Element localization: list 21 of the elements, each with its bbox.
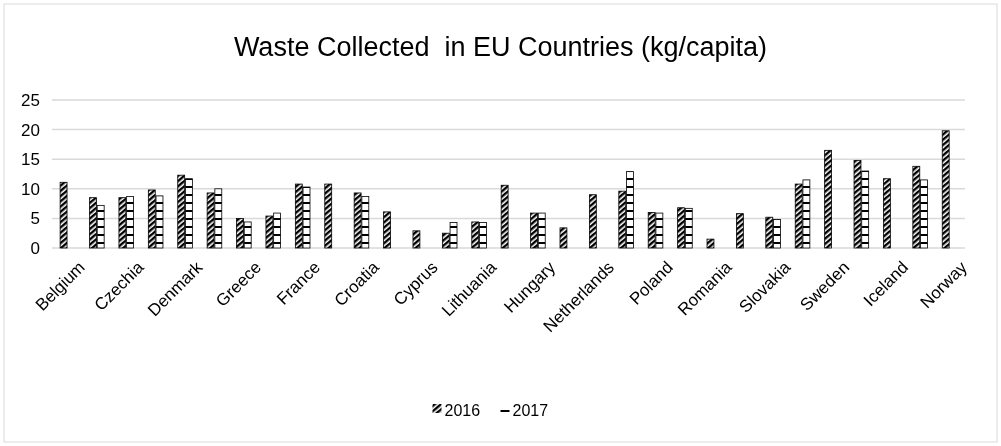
bar [59, 181, 68, 249]
bar [883, 178, 891, 249]
bar [706, 238, 715, 249]
bar [383, 211, 391, 249]
bar [412, 230, 421, 249]
bar [941, 130, 950, 249]
bar [324, 183, 333, 249]
y-tick-label: 20 [21, 120, 40, 140]
y-tick-label: 15 [21, 150, 40, 170]
bar [736, 213, 744, 249]
y-tick-label: 10 [21, 179, 40, 199]
bar [824, 149, 832, 249]
bar [589, 194, 597, 249]
y-tick-label: 0 [30, 238, 40, 258]
legend-label: 2016 [444, 401, 481, 419]
bar [559, 227, 568, 249]
bar [500, 184, 509, 249]
y-tick-label: 5 [30, 209, 40, 229]
chart-title: Waste Collected in EU Countries (kg/capita) [233, 32, 768, 62]
y-tick-label: 25 [21, 90, 40, 110]
legend-label: 2017 [512, 401, 549, 419]
